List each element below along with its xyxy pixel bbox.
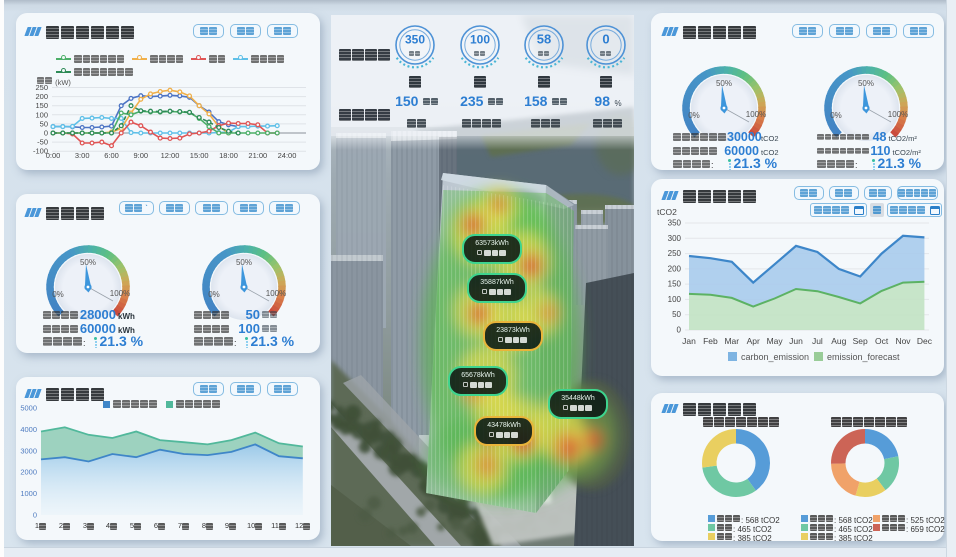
svg-text:9:00: 9:00 — [133, 151, 148, 160]
svg-text:carbon_emission: carbon_emission — [741, 352, 809, 362]
svg-text:Feb: Feb — [703, 336, 718, 346]
svg-text:50%: 50% — [80, 258, 96, 267]
svg-text:100: 100 — [470, 33, 490, 47]
svg-text:100: 100 — [668, 295, 682, 304]
svg-text:200: 200 — [668, 264, 682, 273]
svg-text:350: 350 — [405, 33, 425, 47]
svg-text:-100: -100 — [33, 147, 48, 156]
svg-text:300: 300 — [668, 234, 682, 243]
svg-text:Apr: Apr — [747, 336, 760, 346]
svg-text:250: 250 — [35, 83, 48, 92]
svg-text:0: 0 — [44, 129, 48, 138]
svg-text:0%: 0% — [688, 111, 700, 120]
svg-text:0:00: 0:00 — [46, 151, 61, 160]
svg-text:Aug: Aug — [831, 336, 846, 346]
svg-text:100%: 100% — [746, 110, 766, 119]
svg-text:100%: 100% — [266, 289, 286, 298]
svg-text:0%: 0% — [52, 290, 64, 299]
svg-text:tCO2: tCO2 — [657, 207, 677, 217]
svg-text:4000: 4000 — [20, 425, 37, 434]
svg-text:12:00: 12:00 — [161, 151, 180, 160]
svg-text:2000: 2000 — [20, 468, 37, 477]
svg-text:Dec: Dec — [917, 336, 933, 346]
svg-text:Jan: Jan — [682, 336, 696, 346]
svg-text:350: 350 — [668, 219, 682, 228]
svg-text:50: 50 — [40, 119, 48, 128]
svg-text:0: 0 — [677, 326, 682, 335]
svg-text:250: 250 — [668, 249, 682, 258]
svg-text:50%: 50% — [716, 79, 732, 88]
svg-text:100: 100 — [35, 110, 48, 119]
svg-text:Nov: Nov — [895, 336, 911, 346]
svg-text:50: 50 — [672, 310, 681, 319]
svg-text:150: 150 — [668, 280, 682, 289]
svg-text:15:00: 15:00 — [190, 151, 209, 160]
svg-text:1000: 1000 — [20, 489, 37, 498]
svg-text:-50: -50 — [37, 138, 48, 147]
svg-text:200: 200 — [35, 92, 48, 101]
svg-text:Jul: Jul — [812, 336, 823, 346]
svg-text:24:00: 24:00 — [278, 151, 297, 160]
svg-text:0%: 0% — [208, 290, 220, 299]
svg-text:Jun: Jun — [789, 336, 803, 346]
svg-text:May: May — [767, 336, 784, 346]
svg-text:150: 150 — [35, 101, 48, 110]
svg-text:100%: 100% — [888, 110, 908, 119]
svg-text:0: 0 — [33, 511, 37, 520]
svg-text:18:00: 18:00 — [219, 151, 238, 160]
svg-text:21:00: 21:00 — [248, 151, 267, 160]
svg-text:3000: 3000 — [20, 446, 37, 455]
svg-text:50%: 50% — [236, 258, 252, 267]
svg-text:58: 58 — [537, 32, 551, 47]
svg-text:Mar: Mar — [724, 336, 739, 346]
svg-text:Sep: Sep — [853, 336, 868, 346]
svg-text:emission_forecast: emission_forecast — [827, 352, 900, 362]
svg-text:0%: 0% — [830, 111, 842, 120]
svg-text:50%: 50% — [858, 79, 874, 88]
svg-text:6:00: 6:00 — [104, 151, 119, 160]
svg-text:3:00: 3:00 — [75, 151, 90, 160]
svg-text:100%: 100% — [110, 289, 130, 298]
svg-text:0: 0 — [602, 32, 609, 47]
svg-text:Oct: Oct — [875, 336, 889, 346]
svg-text:5000: 5000 — [20, 404, 37, 413]
